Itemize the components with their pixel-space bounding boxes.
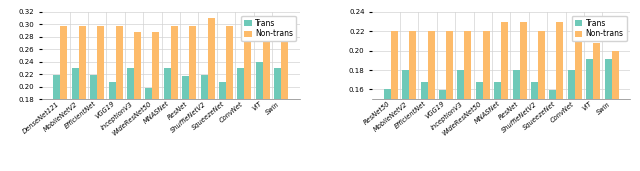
Bar: [189, 26, 196, 171]
Bar: [164, 68, 171, 171]
Bar: [134, 32, 141, 171]
Bar: [494, 82, 501, 171]
Bar: [226, 26, 233, 171]
Bar: [556, 22, 563, 171]
Bar: [391, 31, 398, 171]
Bar: [97, 26, 104, 171]
Bar: [152, 32, 159, 171]
Bar: [281, 32, 288, 171]
Bar: [439, 90, 446, 171]
Bar: [420, 82, 428, 171]
Bar: [145, 88, 152, 171]
Bar: [200, 75, 207, 171]
Bar: [53, 75, 60, 171]
Legend: Trans, Non-trans: Trans, Non-trans: [572, 16, 627, 41]
Bar: [476, 82, 483, 171]
Bar: [501, 22, 508, 171]
Legend: Trans, Non-trans: Trans, Non-trans: [241, 16, 296, 41]
Bar: [446, 31, 453, 171]
Bar: [593, 43, 600, 171]
Bar: [550, 90, 556, 171]
Bar: [244, 32, 252, 171]
Bar: [262, 37, 269, 171]
Bar: [127, 68, 134, 171]
Bar: [586, 60, 593, 171]
Bar: [538, 31, 545, 171]
Bar: [237, 68, 244, 171]
Bar: [410, 31, 416, 171]
Bar: [520, 22, 527, 171]
Bar: [483, 31, 490, 171]
Bar: [458, 70, 465, 171]
Bar: [531, 82, 538, 171]
Bar: [116, 26, 122, 171]
Bar: [171, 26, 178, 171]
Bar: [219, 82, 226, 171]
Bar: [72, 68, 79, 171]
Bar: [109, 82, 116, 171]
Bar: [428, 31, 435, 171]
Bar: [612, 51, 619, 171]
Bar: [207, 18, 214, 171]
Bar: [403, 70, 410, 171]
Bar: [274, 68, 281, 171]
Bar: [90, 75, 97, 171]
Bar: [513, 70, 520, 171]
Bar: [256, 62, 262, 171]
Bar: [568, 70, 575, 171]
Bar: [79, 26, 86, 171]
Bar: [182, 76, 189, 171]
Bar: [60, 26, 67, 171]
Bar: [465, 31, 472, 171]
Bar: [384, 89, 391, 171]
Bar: [605, 60, 612, 171]
Bar: [575, 31, 582, 171]
